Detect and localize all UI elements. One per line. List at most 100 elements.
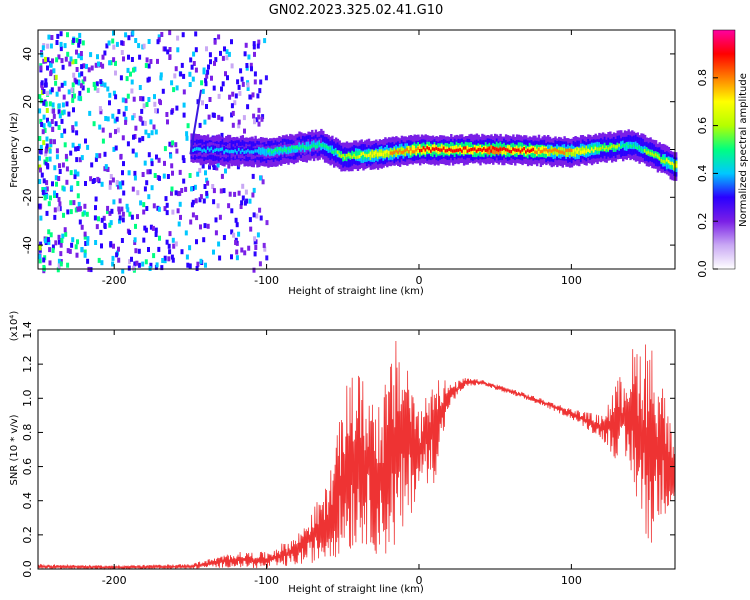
spectrogram-cell xyxy=(230,103,234,109)
spectrogram-cell xyxy=(92,121,96,127)
spectrogram-ridge-cell xyxy=(448,147,451,152)
spectrogram-cell xyxy=(152,203,156,209)
spectrogram-cell xyxy=(65,101,69,107)
spectrogram-ridge-cell xyxy=(382,152,385,156)
spectrogram-cell xyxy=(163,46,167,52)
spectrogram-cell xyxy=(77,201,81,207)
spectrogram-cell xyxy=(230,254,233,260)
spectrogram-cell xyxy=(256,43,260,49)
spectrogram-cell xyxy=(149,59,153,64)
spectrogram-ridge-cell xyxy=(248,146,252,154)
spectrogram-cell xyxy=(89,52,93,58)
spectrogram-cell xyxy=(52,113,56,119)
spectrogram-cell xyxy=(38,245,42,251)
spectrogram-ridge-cell xyxy=(336,150,340,154)
spectrogram-cell xyxy=(112,146,116,152)
spectrogram-ridge-cell xyxy=(455,145,458,153)
spectrogram-cell xyxy=(178,201,182,207)
spectrogram-cell xyxy=(203,184,207,189)
spectrogram-cell xyxy=(103,151,107,157)
spectrogram-cell xyxy=(206,180,210,186)
spectrogram-cell xyxy=(132,96,136,102)
spectrogram-cell xyxy=(184,230,188,236)
spectrogram-cell xyxy=(101,63,105,69)
spectrogram-cell xyxy=(154,129,158,135)
spectrogram-cell xyxy=(60,133,64,138)
spectrogram-ridge-cell xyxy=(338,153,341,157)
spectrogram-ridge-cell xyxy=(371,154,374,158)
spectrogram-cell xyxy=(175,105,179,111)
spectrogram-ridge-cell xyxy=(232,150,235,154)
spectrogram-cell xyxy=(112,243,115,249)
spectrogram-cell xyxy=(128,230,132,235)
spectrogram-cell xyxy=(143,186,147,192)
spectrogram-cell xyxy=(39,65,43,71)
spectrogram-cell xyxy=(130,88,134,94)
y-tick-label: 1.0 xyxy=(21,390,34,408)
spectrogram-cell xyxy=(86,87,90,93)
spectrogram-cell xyxy=(257,114,261,120)
spectrogram-ridge-cell xyxy=(497,148,500,152)
spectrogram-cell xyxy=(54,80,58,86)
spectrogram-cell xyxy=(142,103,146,109)
spectrogram-cell xyxy=(251,173,255,179)
spectrogram-cell xyxy=(79,55,83,61)
spectrogram-cell xyxy=(69,56,73,62)
x-tick-label: 0 xyxy=(415,274,422,287)
spectrogram-ridge-cell xyxy=(517,148,521,152)
spectrogram-cell xyxy=(69,150,73,156)
spectrogram-ridge-cell xyxy=(353,153,356,158)
spectrogram-cell xyxy=(38,108,42,114)
spectrogram-ridge-cell xyxy=(448,147,451,155)
spectrogram-ridge-cell xyxy=(594,146,597,150)
spectrogram-ridge-cell xyxy=(289,148,292,152)
spectrogram-ridge-cell xyxy=(261,149,265,153)
spectrogram-ridge-cell xyxy=(208,148,212,152)
spectrogram-cell xyxy=(213,39,217,45)
spectrogram-cell xyxy=(196,99,200,105)
spectrogram-cell xyxy=(134,38,138,43)
spectrogram-ridge-cell xyxy=(662,154,665,162)
spectrogram-cell xyxy=(245,198,249,204)
spectrogram-cell xyxy=(205,190,209,196)
spectrogram-ridge-cell xyxy=(550,149,553,153)
spectrogram-cell xyxy=(156,58,159,64)
spectrogram-cell xyxy=(69,200,73,206)
spectrogram-cell xyxy=(113,118,117,124)
spectrogram-cell xyxy=(170,109,174,115)
spectrogram-cell xyxy=(76,193,80,199)
spectrogram-ridge-cell xyxy=(472,147,475,151)
spectrogram-cell xyxy=(203,119,207,125)
spectrogram-cell xyxy=(230,39,233,45)
spectrogram-cell xyxy=(137,43,141,49)
spectrogram-x-label: Height of straight line (km) xyxy=(288,286,424,297)
spectrogram-cell xyxy=(94,62,98,68)
spectrogram-cell xyxy=(142,202,146,208)
spectrogram-cell xyxy=(124,98,128,104)
spectrogram-cell xyxy=(96,88,100,93)
spectrogram-cell xyxy=(138,54,142,60)
spectrogram-cell xyxy=(242,115,246,121)
spectrogram-cell xyxy=(48,156,52,162)
spectrogram-cell xyxy=(235,222,239,228)
spectrogram-cell xyxy=(117,206,121,212)
spectrogram-cell xyxy=(122,161,125,167)
spectrogram-ridge-cell xyxy=(395,149,398,157)
spectrogram-ridge-cell xyxy=(367,149,371,158)
spectrogram-cell xyxy=(243,250,247,256)
spectrogram-ridge-cell xyxy=(316,144,319,148)
spectrogram-ridge-cell xyxy=(466,145,469,153)
spectrogram-ridge-cell xyxy=(291,145,294,149)
spectrogram-cell xyxy=(188,245,192,251)
spectrogram-cell xyxy=(108,60,112,66)
spectrogram-ridge-cell xyxy=(620,145,623,149)
spectrogram-cell xyxy=(167,256,171,262)
spectrogram-cell xyxy=(158,235,161,241)
spectrogram-cell xyxy=(78,157,82,163)
spectrogram-cell xyxy=(59,41,63,47)
spectrogram-cell xyxy=(149,224,153,230)
spectrogram-cell xyxy=(48,260,52,266)
x-tick-label: 0 xyxy=(415,574,422,587)
spectrogram-cell xyxy=(146,169,150,175)
spectrogram-cell xyxy=(59,46,63,52)
